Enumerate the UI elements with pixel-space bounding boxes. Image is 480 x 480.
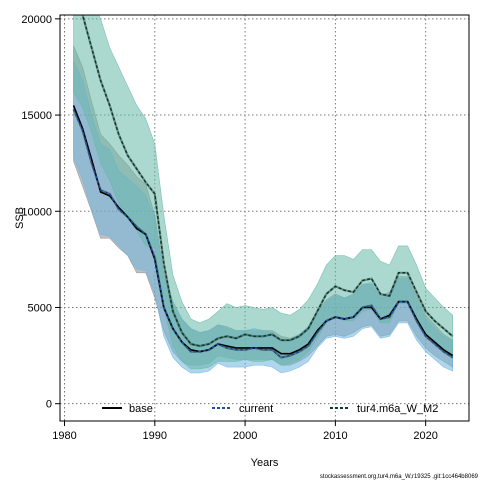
y-tick-label: 10000 [21, 206, 52, 218]
line-current [72, 109, 454, 359]
y-tick-label: 5000 [28, 302, 52, 314]
x-tick-label: 2020 [413, 430, 437, 442]
legend-label-base: base [129, 403, 153, 415]
x-tick-label: 2000 [233, 430, 257, 442]
confidence-bands [73, 15, 454, 374]
x-tick-label: 1990 [143, 430, 167, 442]
x-axis-label: Years [251, 457, 279, 469]
series-lines [72, 15, 454, 359]
plot-frame [59, 14, 470, 422]
line-base [72, 105, 454, 357]
legend-label-current: current [239, 403, 273, 415]
legend-label-tur4.m6a_W_M2: tur4.m6a_W_M2 [357, 403, 438, 415]
x-tick-label: 1980 [52, 430, 76, 442]
y-axis-label: SSB [14, 207, 26, 229]
y-tick-label: 15000 [21, 110, 52, 122]
x-tick-label: 2010 [323, 430, 347, 442]
y-tick-label: 0 [46, 399, 52, 411]
y-axis: 0 5000 10000 15000 20000 [21, 14, 60, 411]
line-tur4.m6a_W_M2 [81, 15, 454, 347]
footnote: stockassessment.org,tur4.m6a_W,r19325 ,g… [320, 474, 479, 480]
x-axis: 1980 1990 2000 2010 2020 [52, 421, 438, 442]
legend: base current tur4.m6a_W_M2 [102, 403, 438, 415]
y-tick-label: 20000 [21, 14, 52, 26]
